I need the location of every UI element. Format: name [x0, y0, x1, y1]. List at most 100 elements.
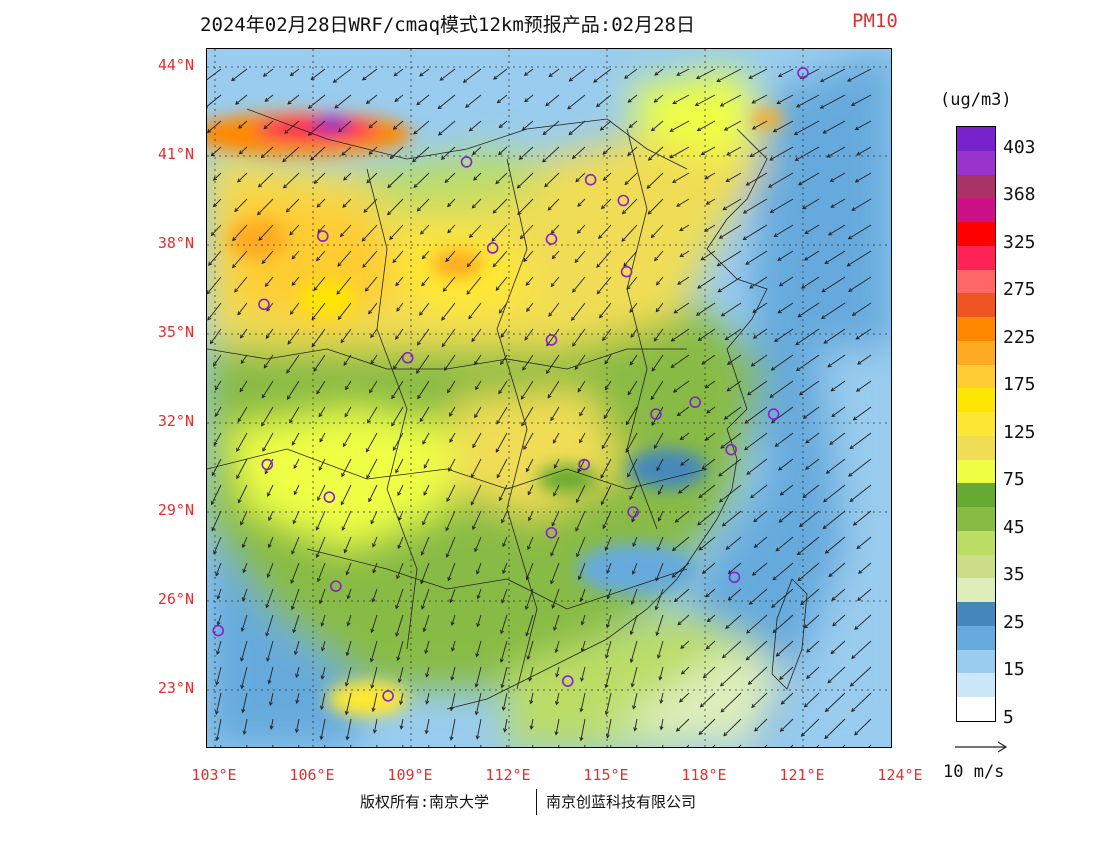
wind-vector-head: [525, 632, 530, 637]
wind-vector: [550, 562, 560, 584]
wind-vector-head: [601, 445, 606, 450]
wind-vector-head: [656, 546, 661, 552]
wind-vector-head: [679, 436, 684, 441]
wind-vector-head: [240, 521, 244, 526]
colorbar-swatch: [957, 293, 995, 318]
wind-vector: [778, 68, 794, 77]
wind-vector: [624, 172, 638, 185]
wind-vector-head: [424, 729, 429, 735]
wind-vector: [719, 224, 742, 239]
wind-vector-head: [291, 441, 296, 446]
wind-vector-head: [398, 516, 402, 521]
wind-vector: [400, 718, 404, 729]
wind-vector: [796, 94, 820, 108]
wind-vector: [605, 692, 612, 715]
wind-vector: [239, 146, 248, 155]
wind-vector-head: [793, 131, 799, 135]
station-marker: [617, 194, 630, 207]
wind-vector: [655, 302, 664, 312]
wind-vector: [853, 510, 872, 526]
wind-vector-head: [631, 570, 636, 575]
wind-vector: [237, 484, 248, 503]
wind-vector-head: [846, 77, 852, 82]
wind-vector: [752, 562, 768, 576]
wind-vector: [654, 94, 664, 103]
wind-vector-head: [630, 333, 635, 338]
map-panel[interactable]: [206, 48, 892, 748]
wind-vector-head: [830, 387, 835, 392]
wind-vector: [366, 458, 378, 479]
wind-vector-head: [673, 598, 679, 603]
wind-reference-arrow-icon: [955, 741, 1008, 753]
wind-vector: [343, 172, 352, 181]
wind-vector-head: [855, 335, 860, 340]
wind-vector: [545, 94, 560, 106]
wind-vector-head: [491, 237, 496, 242]
wind-vector: [680, 250, 690, 257]
wind-vector: [448, 458, 456, 472]
wind-vector-head: [771, 603, 776, 608]
wind-vector: [799, 510, 820, 527]
wind-vector-head: [462, 78, 468, 83]
wind-vector-head: [521, 422, 526, 427]
wind-vector: [396, 302, 404, 312]
wind-vector-head: [604, 546, 609, 552]
wind-vector-head: [237, 418, 242, 423]
wind-vector-head: [725, 178, 730, 182]
wind-vector-head: [475, 653, 480, 658]
wind-vector-head: [495, 180, 500, 185]
wind-vector: [771, 588, 794, 608]
wind-vector: [603, 406, 612, 419]
wind-vector-head: [546, 369, 550, 374]
colorbar-swatch: [957, 340, 995, 366]
wind-vector: [372, 588, 378, 602]
wind-vector-head: [632, 705, 637, 710]
wind-vector-head: [421, 255, 426, 260]
wind-vector: [728, 562, 742, 574]
wind-vector-head: [263, 364, 268, 369]
wind-vector: [856, 536, 872, 549]
wind-vector-head: [286, 395, 291, 400]
wind-vector-head: [629, 308, 634, 313]
wind-vector: [234, 198, 248, 212]
wind-vector: [701, 354, 716, 365]
wind-vector: [522, 354, 534, 371]
wind-vector-head: [752, 308, 757, 313]
wind-vector-head: [526, 307, 531, 312]
wind-vector-head: [696, 127, 701, 132]
wind-vector: [720, 692, 742, 713]
wind-vector-head: [627, 473, 631, 478]
wind-vector: [796, 354, 820, 371]
wind-vector: [310, 68, 326, 80]
wind-vector: [291, 250, 300, 260]
wind-vector-head: [670, 364, 675, 368]
wind-vector: [632, 536, 638, 547]
wind-vector: [669, 146, 690, 159]
wind-vector: [286, 354, 300, 374]
wind-vector: [441, 146, 456, 160]
wind-vector: [543, 120, 560, 135]
wind-vector-head: [747, 680, 753, 685]
wind-vector: [416, 94, 430, 106]
wind-vector-head: [294, 728, 300, 734]
wind-vector: [577, 224, 586, 234]
wind-vector: [492, 250, 508, 267]
wind-vector-head: [599, 126, 604, 131]
wind-vector: [496, 406, 508, 424]
wind-vector: [677, 276, 690, 285]
colorbar-tick-label: 325: [1003, 231, 1036, 253]
wind-vector: [847, 250, 872, 267]
wind-vector-head: [372, 569, 377, 574]
wind-vector: [266, 640, 274, 662]
wind-vector-head: [797, 181, 803, 186]
wind-vector-head: [680, 461, 685, 466]
wind-vector-head: [216, 595, 221, 600]
wind-vector-head: [542, 158, 547, 163]
wind-vector: [574, 250, 586, 263]
wind-vector: [311, 302, 326, 320]
wind-vector-head: [574, 258, 579, 263]
colorbar-swatch: [957, 554, 995, 579]
wind-vector-head: [832, 622, 837, 627]
wind-vector-head: [800, 601, 805, 606]
wind-vector: [467, 250, 482, 267]
